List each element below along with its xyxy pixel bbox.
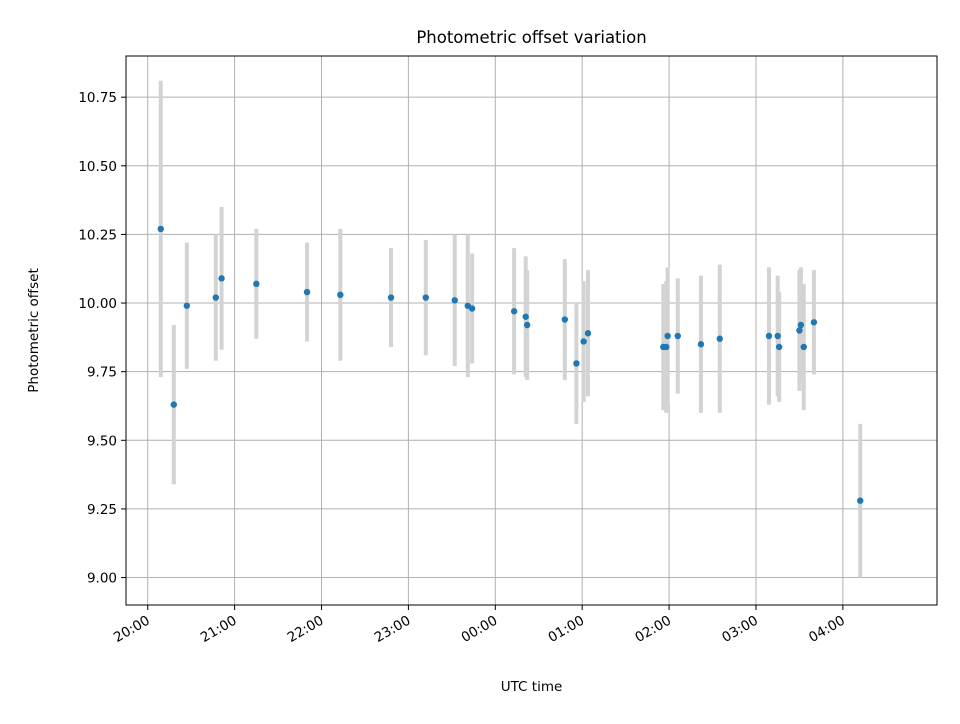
plot-frame <box>125 55 938 606</box>
data-point <box>218 275 225 282</box>
data-point <box>697 341 705 348</box>
data-point <box>716 335 723 342</box>
y-tick-label: 10.75 <box>78 90 117 106</box>
data-point <box>157 225 164 233</box>
data-point <box>797 321 805 329</box>
x-axis-label: UTC time <box>501 679 563 695</box>
y-tick-label: 9.75 <box>87 365 117 381</box>
data-point <box>810 319 818 326</box>
data-point <box>422 294 429 301</box>
data-point <box>573 360 580 367</box>
y-axis-label: Photometric offset <box>26 268 42 392</box>
y-axis-ticks: 9.00 9.25 9.50 9.75 10.00 10.25 10.50 10.75 <box>78 90 126 587</box>
data-point <box>775 343 783 351</box>
data-point <box>337 291 344 299</box>
y-tick-label: 9.25 <box>87 502 117 518</box>
y-tick-label: 9.50 <box>87 433 117 449</box>
data-point <box>468 305 476 312</box>
y-tick-label: 10.50 <box>78 159 117 175</box>
data-point <box>765 332 773 340</box>
data-point <box>674 332 681 340</box>
data-point <box>584 330 592 337</box>
data-point <box>561 316 569 323</box>
y-tick-label: 10.00 <box>78 296 117 312</box>
grid <box>126 56 937 605</box>
data-point <box>857 497 864 504</box>
data-point <box>451 297 458 304</box>
data-points <box>157 225 864 504</box>
y-tick-label: 10.25 <box>78 227 117 243</box>
data-point <box>796 327 803 334</box>
data-point <box>523 321 531 329</box>
data-point <box>212 294 219 301</box>
data-point <box>774 332 781 340</box>
data-point <box>664 332 671 340</box>
data-point <box>253 280 260 288</box>
chart-title: Photometric offset variation <box>416 28 646 47</box>
y-tick-label: 9.00 <box>87 571 117 587</box>
data-point <box>510 308 518 315</box>
data-point <box>662 343 670 351</box>
data-point <box>183 302 191 309</box>
data-point <box>522 313 529 320</box>
data-point <box>170 401 177 408</box>
data-point <box>580 338 587 345</box>
data-point <box>800 343 807 351</box>
data-point <box>303 288 311 296</box>
data-point <box>387 294 395 301</box>
